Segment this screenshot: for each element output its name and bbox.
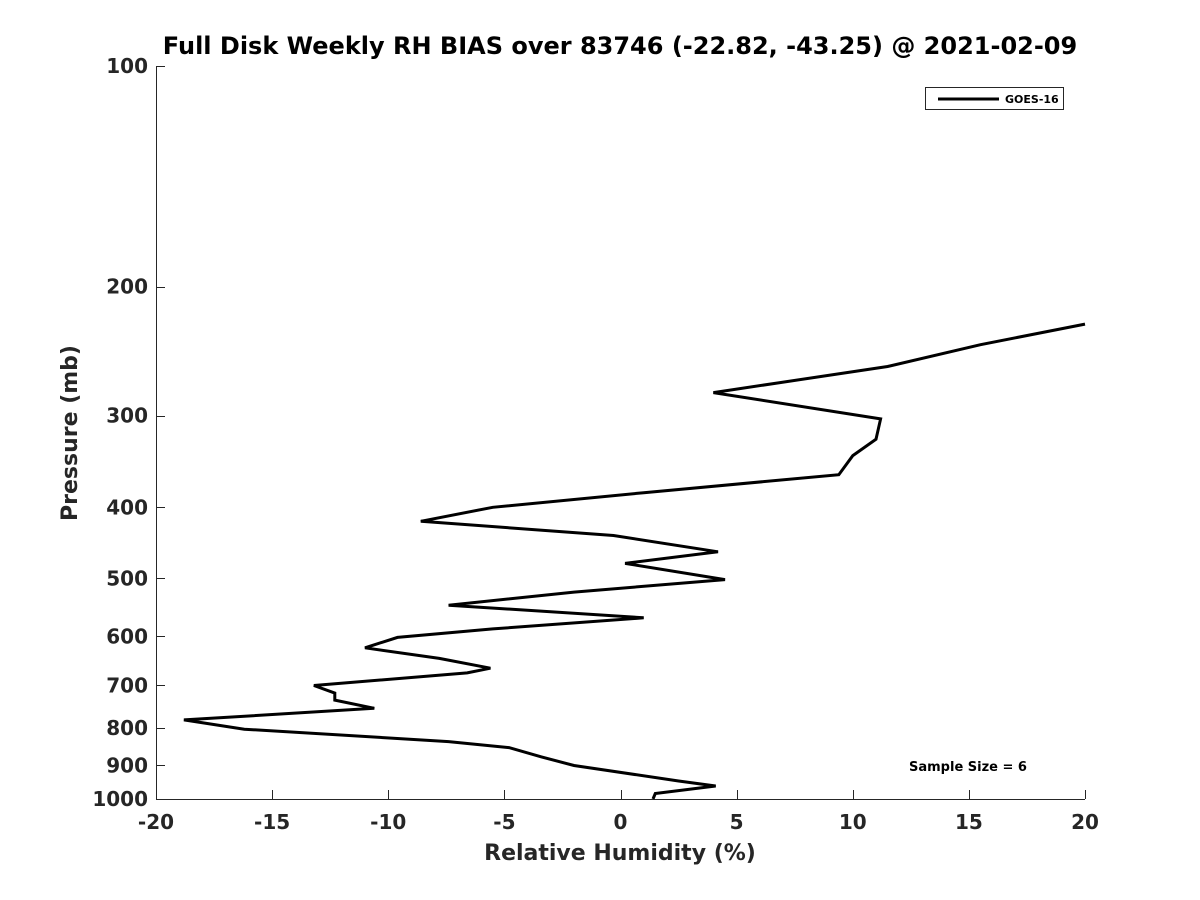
y-tick-label: 300: [106, 404, 148, 428]
axes: [156, 66, 1085, 800]
x-tick-label: 0: [614, 810, 628, 834]
x-tick-label: 5: [730, 810, 744, 834]
x-ticks: -20 -15 -10 -5 0 5 10 15 20: [138, 790, 1099, 834]
x-tick-label: -15: [254, 810, 290, 834]
x-tick-label: -5: [493, 810, 515, 834]
y-axis-label: Pressure (mb): [58, 345, 83, 521]
x-tick-label: 15: [955, 810, 983, 834]
x-tick-label: 10: [839, 810, 867, 834]
series-line-goes-16: [183, 322, 1086, 800]
legend: GOES-16: [925, 87, 1064, 110]
x-tick-label: -10: [370, 810, 406, 834]
y-tick-label: 900: [106, 753, 148, 777]
series-group: [183, 322, 1086, 800]
x-tick-label: 20: [1071, 810, 1099, 834]
y-tick-label: 100: [106, 54, 148, 78]
y-tick-label: 200: [106, 275, 148, 299]
x-axis-label: Relative Humidity (%): [484, 841, 756, 866]
chart-title: Full Disk Weekly RH BIAS over 83746 (-22…: [163, 32, 1077, 60]
sample-size-annotation: Sample Size = 6: [909, 760, 1027, 775]
y-tick-label: 700: [106, 673, 148, 697]
y-tick-label: 500: [106, 566, 148, 590]
y-ticks: 100 200 300 400 500 600 700 800 900 1000: [92, 54, 165, 811]
y-tick-label: 600: [106, 624, 148, 648]
x-tick-label: -20: [138, 810, 174, 834]
legend-entry-goes-16: GOES-16: [1005, 93, 1059, 106]
y-tick-label: 800: [106, 716, 148, 740]
y-tick-label: 400: [106, 495, 148, 519]
y-tick-label: 1000: [92, 787, 148, 811]
